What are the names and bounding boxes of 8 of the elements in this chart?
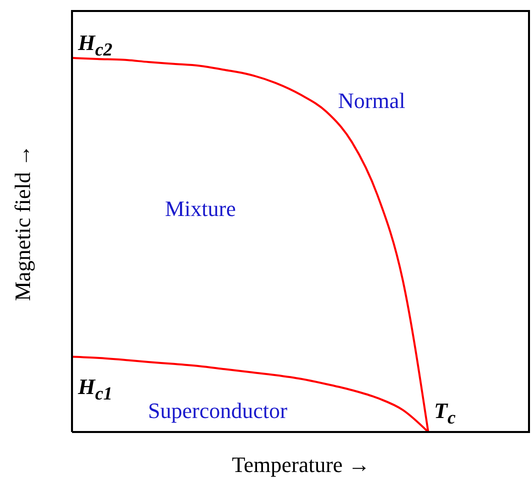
x-axis-title: Temperature → — [232, 452, 370, 477]
annotation: Superconductor — [148, 398, 288, 424]
annotation: Normal — [338, 88, 406, 114]
annotation: Mixture — [165, 196, 236, 222]
annotation: T$_{c}$ — [434, 398, 456, 428]
y-axis-title: Magnetic field → — [10, 144, 35, 301]
annotation: H$_{c2}$ — [78, 30, 112, 60]
annotation: H$_{c1}$ — [78, 374, 112, 404]
